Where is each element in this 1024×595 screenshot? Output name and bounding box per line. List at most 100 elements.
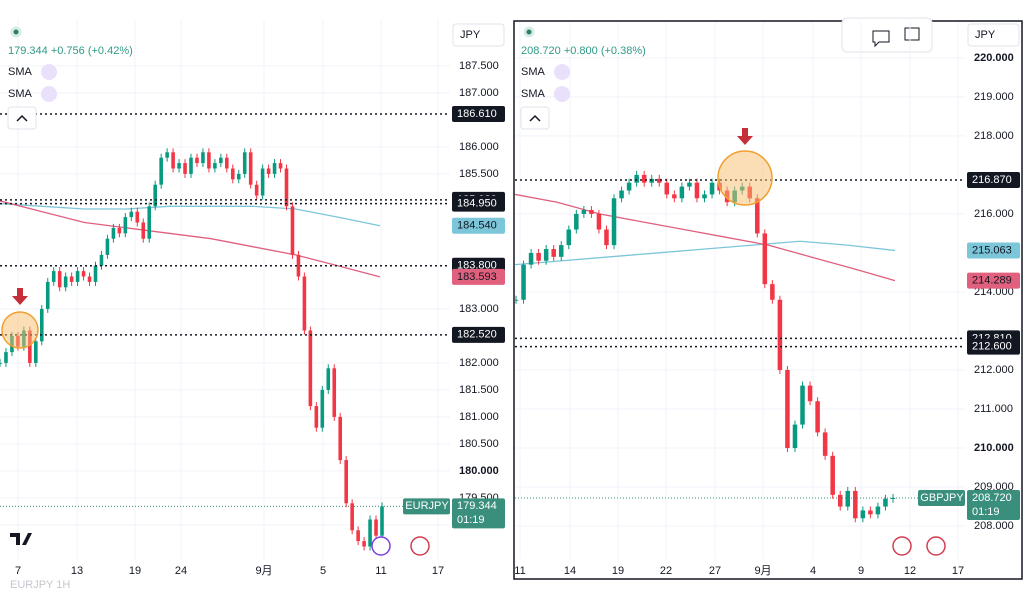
event-icon[interactable]: [371, 536, 391, 556]
candle: [356, 526, 360, 546]
candle: [332, 364, 337, 421]
candle-body: [770, 284, 775, 300]
candle-body: [611, 198, 617, 246]
candle-body: [135, 211, 140, 223]
candle: [596, 209, 602, 234]
candle-body: [558, 245, 564, 257]
plot-area: [0, 20, 450, 560]
candle-body: [543, 249, 549, 261]
candle-body: [69, 276, 74, 282]
price-label: 216.870: [972, 174, 1012, 186]
candle: [845, 486, 851, 511]
candle-body: [219, 157, 223, 164]
candle: [290, 202, 295, 259]
candle-body: [236, 173, 241, 180]
text-icon[interactable]: [904, 27, 920, 41]
candle-body: [589, 210, 594, 214]
y-tick-label: 187.500: [459, 60, 499, 72]
candle-body: [195, 157, 199, 164]
y-tick-label: 181.500: [459, 384, 499, 396]
candle-body: [709, 182, 715, 195]
candle: [248, 148, 253, 189]
x-tick-label: 11: [514, 565, 525, 577]
candle-body: [800, 385, 805, 425]
collapse-button[interactable]: [520, 106, 550, 130]
price-label: 184.950: [457, 198, 497, 210]
candle: [296, 250, 301, 281]
event-icon[interactable]: [892, 536, 912, 556]
candle: [611, 194, 617, 250]
price-label-box: [452, 326, 505, 343]
price-label-box: [967, 242, 1020, 259]
highlight-circle: [1, 311, 39, 349]
candle: [266, 164, 271, 178]
candle: [528, 248, 534, 269]
candle: [875, 502, 881, 519]
indicator-icon[interactable]: [41, 64, 57, 80]
candle-body: [260, 168, 265, 196]
y-tick-label: 182.000: [459, 357, 499, 369]
x-tick-label: 9: [858, 565, 864, 577]
indicator-icon[interactable]: [554, 64, 570, 80]
candle: [656, 174, 662, 187]
price-label: 183.800: [457, 260, 497, 272]
indicator-icon[interactable]: [554, 86, 570, 102]
collapse-button[interactable]: [7, 106, 37, 130]
candle: [105, 234, 110, 259]
candle-body: [81, 271, 86, 277]
x-tick-label: 14: [564, 565, 576, 577]
symbol-tag: [403, 498, 450, 515]
candle: [308, 326, 313, 411]
candle: [260, 164, 265, 200]
price-label-box: [452, 268, 505, 285]
y-tick-label: 180.000: [459, 465, 499, 477]
candle: [75, 267, 80, 286]
candle: [123, 213, 128, 238]
comment-icon[interactable]: [872, 30, 890, 48]
candle-body: [165, 152, 169, 158]
candle-body: [39, 308, 44, 342]
chart-panel: 220.000 219.000 218.000 216.000 214.000 212.0…: [514, 22, 1020, 577]
x-tick-label: 19: [612, 565, 624, 577]
candle: [574, 209, 579, 234]
candle-body: [362, 541, 366, 547]
y-tick-label: 220.000: [974, 52, 1014, 64]
candle-body: [57, 271, 62, 288]
candle: [581, 206, 587, 218]
symbol-tag: [918, 489, 965, 506]
currency-dropdown[interactable]: [452, 23, 505, 47]
currency-dropdown[interactable]: [967, 23, 1020, 47]
candle: [314, 402, 319, 432]
candle: [111, 223, 116, 243]
candle: [694, 178, 700, 203]
candle: [807, 381, 813, 406]
symbol-tag-text: GBPJPY: [920, 492, 964, 504]
candle-body: [350, 503, 354, 531]
candle-body: [117, 227, 122, 234]
candle: [853, 486, 858, 523]
candle-body: [177, 163, 181, 169]
candle-body: [626, 182, 632, 191]
x-tick-label: 27: [709, 565, 721, 577]
price-label: 215.063: [972, 244, 1012, 256]
plot-area: [515, 22, 965, 559]
status-dot: [523, 26, 535, 38]
candle-body: [785, 369, 790, 449]
candle-body: [755, 198, 760, 234]
event-icon[interactable]: [926, 536, 946, 556]
candle-body: [0, 362, 2, 364]
candle-body: [272, 163, 277, 174]
candle: [171, 148, 175, 173]
currency-label: JPY: [975, 29, 996, 41]
candle-body: [147, 206, 152, 239]
candle-body: [338, 416, 343, 461]
candle: [87, 272, 92, 286]
indicator-label: SMA: [521, 66, 546, 78]
candle-body: [344, 460, 348, 504]
candle: [344, 456, 348, 508]
candle: [785, 365, 790, 453]
event-icon[interactable]: [410, 536, 430, 556]
candle: [34, 337, 38, 367]
indicator-icon[interactable]: [41, 86, 57, 102]
x-tick-label: 13: [71, 565, 83, 577]
